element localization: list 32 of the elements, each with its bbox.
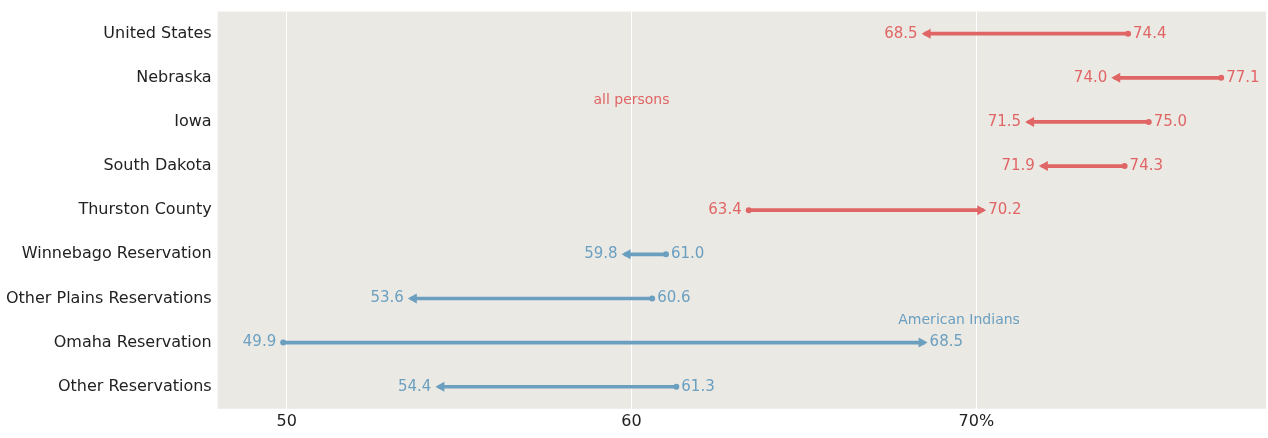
y-tick-label: Other Reservations	[57, 375, 212, 395]
annotation: 68.5	[884, 23, 918, 42]
y-tick-label: Nebraska	[136, 66, 212, 86]
annotation: 70.2	[988, 200, 1022, 219]
annotation: 53.6	[370, 288, 404, 307]
annotation: 75.0	[1153, 111, 1188, 130]
annotation: 49.9	[242, 332, 277, 351]
annotation: 63.4	[708, 200, 742, 219]
annotation: 68.5	[929, 332, 964, 351]
y-tick-label: Winnebago Reservation	[21, 243, 212, 263]
x-tick-label: 60	[621, 410, 642, 430]
y-tick-label: United States	[103, 22, 212, 42]
x-tick-label: 70%	[958, 410, 995, 430]
y-tick-label: Other Plains Reservations	[5, 287, 212, 307]
annotation: 60.6	[657, 288, 691, 307]
annotation: American Indians	[898, 311, 1020, 328]
annotation: 61.3	[681, 376, 715, 395]
annotation: 54.4	[397, 376, 432, 395]
annotation: 74.0	[1073, 67, 1108, 86]
annotation: 71.5	[987, 111, 1022, 130]
annotation: 74.4	[1133, 23, 1167, 42]
annotation: 74.3	[1129, 155, 1164, 174]
y-tick-label: Thurston County	[77, 199, 212, 219]
y-tick-label: Iowa	[174, 111, 212, 131]
annotation: all persons	[593, 90, 670, 107]
y-tick-label: Omaha Reservation	[53, 331, 212, 351]
annotation: 61.0	[670, 244, 705, 263]
annotation: 77.1	[1226, 67, 1260, 86]
y-tick-label: South Dakota	[103, 155, 212, 175]
annotation: 71.9	[1001, 155, 1035, 174]
x-tick-label: 50	[276, 410, 297, 430]
annotation: 59.8	[584, 244, 618, 263]
